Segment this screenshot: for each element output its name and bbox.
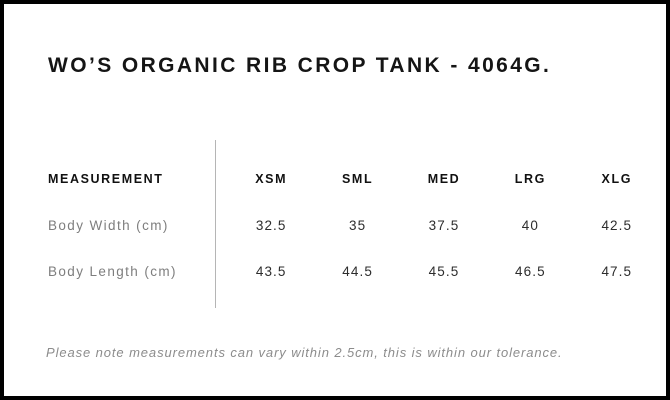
- body-length-med-value: 45.5: [428, 263, 460, 279]
- tolerance-note: Please note measurements can vary within…: [46, 345, 563, 360]
- body-length-xlg-value: 47.5: [601, 263, 633, 279]
- body-length-sml-value: 44.5: [342, 263, 373, 279]
- column-header-lrg: LRG: [514, 172, 546, 186]
- column-header-xsm: XSM: [255, 172, 288, 186]
- body-width-lrg-value: 40: [521, 217, 539, 233]
- body-length-lrg-value: 46.5: [515, 263, 546, 279]
- row-label-body-width: Body Width (cm): [48, 217, 169, 233]
- body-width-xsm-value: 32.5: [255, 217, 287, 233]
- body-width-med-value: 37.5: [428, 217, 460, 233]
- column-divider: [215, 140, 216, 308]
- column-header-xlg: XLG: [601, 172, 633, 186]
- column-header-med: MED: [427, 172, 461, 186]
- body-length-xsm-value: 43.5: [255, 263, 287, 279]
- row-label-body-length: Body Length (cm): [48, 263, 177, 279]
- product-title: WO’S ORGANIC RIB CROP TANK - 4064G.: [48, 54, 552, 77]
- column-header-sml: SML: [342, 172, 374, 186]
- body-width-xlg-value: 42.5: [601, 217, 633, 233]
- body-width-sml-value: 35: [348, 217, 367, 233]
- size-table: MEASUREMENT XSM SML MED LRG XLG Body Wid…: [48, 156, 660, 294]
- column-header-measurement: MEASUREMENT: [48, 172, 164, 186]
